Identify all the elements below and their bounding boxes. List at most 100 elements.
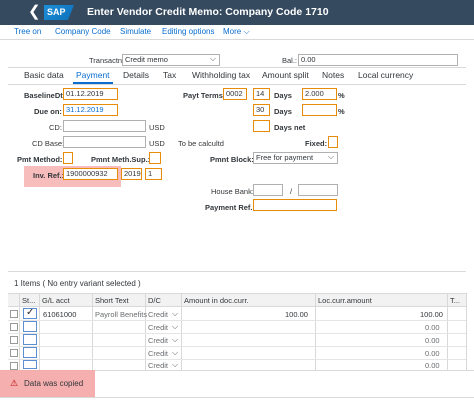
house-bank-field[interactable]	[253, 184, 283, 196]
toolbar: Tree on Company Code Simulate Editing op…	[0, 25, 474, 40]
row-select-checkbox[interactable]	[10, 336, 18, 344]
cd-currency: USD	[149, 123, 165, 132]
row-loc-amount[interactable]: 0.00	[425, 349, 440, 358]
chevron-down-icon[interactable]: ⌵	[172, 360, 179, 369]
back-icon[interactable]: ❮	[28, 3, 41, 20]
cd-field[interactable]	[63, 120, 146, 132]
row-status-check[interactable]	[23, 307, 37, 319]
row-select-checkbox[interactable]	[10, 349, 18, 357]
house-bank-account-field[interactable]	[298, 184, 338, 196]
baseline-date-field[interactable]: 01.12.2019	[63, 88, 118, 100]
cd-base-label: CD Base:	[32, 139, 65, 148]
baseline-date-label: BaselineDt:	[24, 91, 66, 100]
active-tab-indicator	[73, 82, 113, 84]
balance-field: 0.00	[298, 54, 458, 66]
pct2-field[interactable]	[302, 104, 337, 116]
col-short-text[interactable]: Short Text	[95, 296, 129, 305]
company-code-button[interactable]: Company Code	[55, 27, 111, 36]
row-dc[interactable]: Credit	[148, 310, 169, 319]
cd-label: CD:	[49, 123, 62, 132]
tab-local-currency[interactable]: Local currency	[358, 70, 414, 80]
tab-tax[interactable]: Tax	[163, 70, 177, 80]
row-short-text[interactable]: Payroll Benefits	[95, 310, 148, 319]
tree-on-button[interactable]: Tree on	[14, 27, 42, 36]
status-message[interactable]: Data was copied	[24, 379, 84, 388]
house-bank-separator: /	[290, 187, 293, 196]
sap-logo: SAP	[44, 5, 74, 20]
row-loc-amount[interactable]: 100.00	[420, 310, 443, 319]
col-loc-amount[interactable]: Loc.curr.amount	[318, 296, 372, 305]
pmnt-block-select[interactable]: Free for payment	[253, 152, 338, 164]
payment-ref-label: Payment Ref.:	[205, 203, 256, 212]
inv-ref-year-field[interactable]: 2019	[121, 168, 142, 180]
inv-ref-field[interactable]: 1900000932	[63, 168, 118, 180]
transaction-select[interactable]: Credit memo	[122, 54, 220, 66]
row-status-field[interactable]	[23, 334, 37, 345]
simulate-button[interactable]: Simulate	[120, 27, 152, 36]
row-gl-acct[interactable]: 61061000	[43, 310, 77, 319]
row-select-checkbox[interactable]	[10, 323, 18, 331]
row-status-field[interactable]	[23, 360, 37, 369]
col-status[interactable]: St...	[22, 296, 36, 305]
tab-details[interactable]: Details	[123, 70, 149, 80]
pct1-field[interactable]: 2.000	[302, 88, 337, 100]
row-dc[interactable]: Credit	[148, 323, 169, 332]
to-be-calculated-label: To be calcultd	[178, 139, 224, 148]
days2-field[interactable]: 30	[253, 104, 270, 116]
shell-bar: ❮ SAP Enter Vendor Credit Memo: Company …	[0, 0, 474, 25]
transaction-label: Transactn:	[89, 56, 125, 65]
row-dc[interactable]: Credit	[148, 349, 169, 358]
items-title: 1 Items ( No entry variant selected )	[14, 279, 141, 288]
pmt-meth-sup-label: Pmnt Meth.Sup.:	[91, 155, 151, 164]
due-on-field[interactable]: 31.12.2019	[63, 104, 118, 116]
chevron-down-icon: ⌵	[243, 27, 250, 36]
col-amount-doc[interactable]: Amount in doc.curr.	[184, 296, 249, 305]
inv-ref-label: Inv. Ref.:	[33, 171, 65, 180]
pmt-method-field[interactable]	[63, 152, 73, 164]
days2-label: Days	[274, 107, 292, 116]
warning-icon: ⚠	[10, 378, 19, 388]
chevron-down-icon[interactable]: ⌵	[172, 309, 179, 318]
tab-basic-data[interactable]: Basic data	[24, 70, 64, 80]
payment-ref-field[interactable]	[253, 199, 337, 211]
days1-label: Days	[274, 91, 292, 100]
balance-label: Bal.:	[282, 56, 298, 65]
row-dc[interactable]: Credit	[148, 361, 169, 370]
col-tax[interactable]: T...	[450, 296, 461, 305]
pmt-meth-sup-field[interactable]	[149, 152, 161, 164]
row-amount[interactable]: 100.00	[285, 310, 308, 319]
cd-base-field[interactable]	[63, 136, 146, 148]
days-net-field[interactable]	[253, 120, 270, 132]
row-loc-amount[interactable]: 0.00	[425, 361, 440, 370]
row-status-field[interactable]	[23, 347, 37, 358]
row-status-field[interactable]	[23, 321, 37, 332]
page-title: Enter Vendor Credit Memo: Company Code 1…	[87, 6, 329, 18]
chevron-down-icon[interactable]: ⌵	[172, 335, 179, 344]
editing-options-button[interactable]: Editing options	[162, 27, 215, 36]
tab-notes[interactable]: Notes	[322, 70, 345, 80]
row-loc-amount[interactable]: 0.00	[425, 323, 440, 332]
pct2-sign: %	[338, 107, 345, 116]
tab-amount-split[interactable]: Amount split	[262, 70, 309, 80]
cd-base-currency: USD	[149, 139, 165, 148]
fixed-field[interactable]	[328, 136, 338, 148]
tab-withholding-tax[interactable]: Withholding tax	[192, 70, 251, 80]
payt-terms-field[interactable]: 0002	[223, 88, 247, 100]
pct1-sign: %	[338, 91, 345, 100]
tab-payment[interactable]: Payment	[76, 70, 110, 80]
days1-field[interactable]: 14	[253, 88, 270, 100]
col-gl-acct[interactable]: G/L acct	[42, 296, 70, 305]
row-dc[interactable]: Credit	[148, 336, 169, 345]
days-net-label: Days net	[274, 123, 306, 132]
row-select-checkbox[interactable]	[10, 362, 18, 370]
chevron-down-icon[interactable]: ⌵	[172, 348, 179, 357]
row-select-checkbox[interactable]	[10, 310, 18, 318]
due-on-label: Due on:	[34, 107, 62, 116]
col-dc[interactable]: D/C	[148, 296, 161, 305]
pmnt-block-label: Pmnt Block:	[210, 155, 254, 164]
chevron-down-icon[interactable]: ⌵	[172, 322, 179, 331]
table-header	[8, 293, 466, 307]
row-loc-amount[interactable]: 0.00	[425, 336, 440, 345]
more-button[interactable]: More ⌵	[223, 27, 250, 36]
inv-ref-item-field[interactable]: 1	[145, 168, 162, 180]
